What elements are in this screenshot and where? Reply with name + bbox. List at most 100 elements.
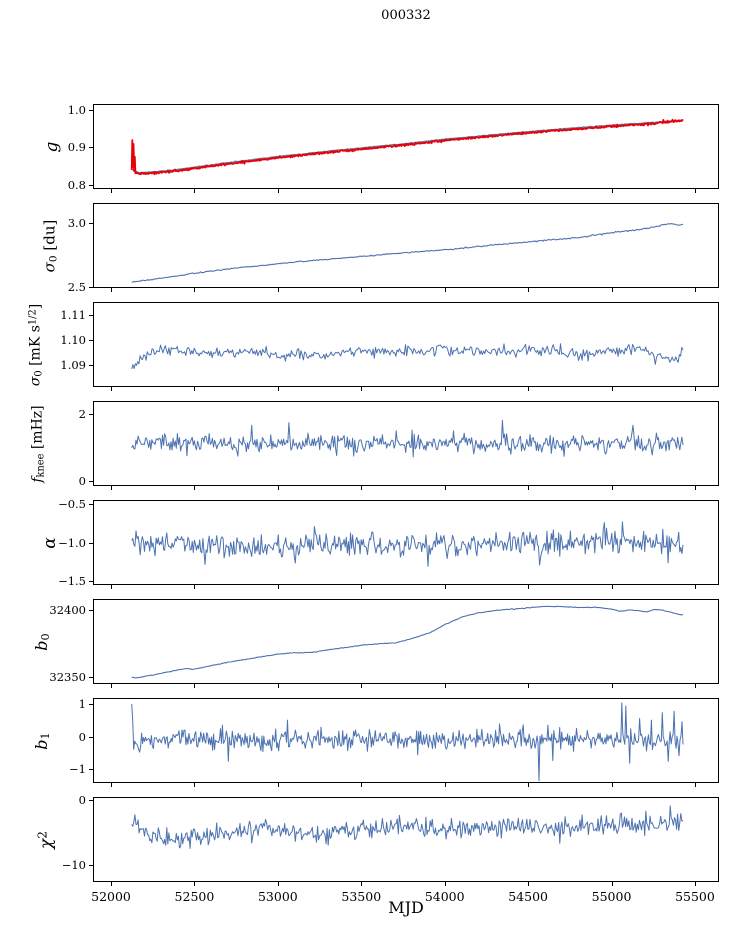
g-ytick-label: 0.8 [67, 178, 86, 193]
sigma0-du-xtick-mark [361, 288, 363, 292]
alpha-xtick-mark [361, 585, 363, 589]
g-xtick-mark [194, 189, 196, 193]
sigma0-du-xtick-mark [611, 288, 613, 292]
x-axis-tick-label: 52500 [174, 889, 215, 904]
g-ytick-label: 0.9 [67, 140, 86, 155]
g-xtick-mark [611, 189, 613, 193]
chi2-xtick-mark [611, 882, 613, 886]
alpha-xtick-mark [444, 585, 446, 589]
b1-ytick-label: 0 [78, 729, 86, 744]
alpha-xtick-mark [111, 585, 113, 589]
sigma0-mk-ylabel-segment: ] [27, 303, 44, 309]
b1-xtick-mark [277, 783, 279, 787]
g-xtick-mark [444, 189, 446, 193]
b0-xtick-mark [611, 684, 613, 688]
b0-xtick-mark [111, 684, 113, 688]
b0-xtick-mark [194, 684, 196, 688]
g-ytick-mark [89, 147, 93, 149]
fknee-xtick-mark [361, 486, 363, 490]
chi2-xtick-mark [528, 882, 530, 886]
b1-ylabel: b1 [32, 732, 52, 749]
panel-b0 [93, 599, 719, 684]
sigma0-mk-xtick-mark [528, 387, 530, 391]
chi2-xtick-mark [111, 882, 113, 886]
b0-ylabel: b0 [32, 633, 52, 650]
b0-xtick-mark [277, 684, 279, 688]
sigma0-du-ytick-mark [89, 286, 93, 288]
chi2-xtick-mark [444, 882, 446, 886]
panel-g [93, 104, 719, 189]
fknee-xtick-mark [528, 486, 530, 490]
alpha-ylabel: α [40, 537, 60, 548]
x-axis-tick-label: 54500 [508, 889, 548, 904]
alpha-ylabel-segment: α [40, 536, 60, 549]
panel-b1 [93, 698, 719, 783]
b0-ylabel-segment: 0 [39, 632, 53, 640]
sigma0-mk-xtick-mark [611, 387, 613, 391]
figure-title: 000332 [381, 8, 431, 23]
chi2-series [131, 805, 684, 849]
b0-ytick-mark [89, 609, 93, 611]
b1-ytick-label: 1 [78, 697, 86, 712]
chi2-ytick-mark [89, 865, 93, 867]
b1-xtick-mark [444, 783, 446, 787]
alpha-ytick-label: −1.5 [58, 574, 86, 589]
b0-ylabel-segment: b [31, 639, 51, 651]
b0-ytick-label: 32350 [49, 670, 86, 685]
fknee-series [131, 419, 684, 458]
b0-xtick-mark [361, 684, 363, 688]
sigma0-mk-ylabel-segment: 0 [33, 369, 45, 377]
sigma0-du-xtick-mark [277, 288, 279, 292]
sigma0-mk-ytick-mark [89, 339, 93, 341]
sigma0-mk-xtick-mark [111, 387, 113, 391]
fknee-ylabel-segment: knee [35, 453, 47, 477]
fknee-ytick-label: 2 [78, 407, 86, 422]
chi2-ytick-label: 0 [78, 793, 86, 808]
sigma0-mk-xtick-mark [361, 387, 363, 391]
g-ylabel-segment: g [42, 141, 62, 152]
b1-xtick-mark [611, 783, 613, 787]
alpha-xtick-mark [528, 585, 530, 589]
b0-xtick-mark [694, 684, 696, 688]
sigma0-mk-ytick-label: 1.10 [60, 332, 86, 347]
fknee-ylabel-segment: f [29, 476, 46, 483]
x-axis-tick-label: 52000 [91, 889, 131, 904]
b0-xtick-mark [528, 684, 530, 688]
fknee-xtick-mark [444, 486, 446, 490]
chi2-ytick-mark [89, 800, 93, 802]
sigma0-mk-ytick-mark [89, 314, 93, 316]
sigma0-du-xtick-mark [694, 288, 696, 292]
b1-xtick-mark [528, 783, 530, 787]
x-axis-tick-label: 53000 [257, 889, 298, 904]
sigma0-du-series [131, 223, 684, 283]
alpha-ytick-mark [89, 581, 93, 583]
sigma0-mk-xtick-mark [194, 387, 196, 391]
sigma0-mk-ylabel: σ0 [mK s1/2] [28, 303, 45, 385]
b1-ytick-label: −1 [69, 762, 86, 777]
sigma0-du-ytick-label: 2.5 [67, 279, 86, 294]
alpha-ytick-label: −0.5 [58, 496, 86, 511]
g-ytick-mark [89, 109, 93, 111]
x-axis-tick-label: 55000 [591, 889, 632, 904]
panel-chi2 [93, 797, 719, 882]
chi2-ylabel-segment: 2 [35, 830, 50, 839]
alpha-ytick-label: −1.0 [58, 535, 86, 550]
sigma0-du-ytick-mark [89, 223, 93, 225]
sigma0-mk-xtick-mark [444, 387, 446, 391]
chi2-xtick-mark [194, 882, 196, 886]
x-axis-tick-label: 54000 [424, 889, 465, 904]
fknee-plot-canvas [131, 419, 684, 458]
fknee-xtick-mark [111, 486, 113, 490]
chi2-ylabel-segment: χ [36, 838, 57, 849]
b0-series [131, 605, 683, 679]
sigma0-du-xtick-mark [528, 288, 530, 292]
alpha-series [131, 521, 684, 567]
chi2-ylabel: χ2 [36, 831, 57, 849]
panel-sigma0-mk [93, 302, 719, 387]
fknee-xtick-mark [194, 486, 196, 490]
sigma0-du-ylabel: σ0 [du] [40, 219, 59, 272]
fknee-ytick-label: 0 [78, 474, 86, 488]
g-ytick-mark [89, 185, 93, 187]
g-xtick-mark [277, 189, 279, 193]
x-axis-tick-label: 53500 [341, 889, 382, 904]
